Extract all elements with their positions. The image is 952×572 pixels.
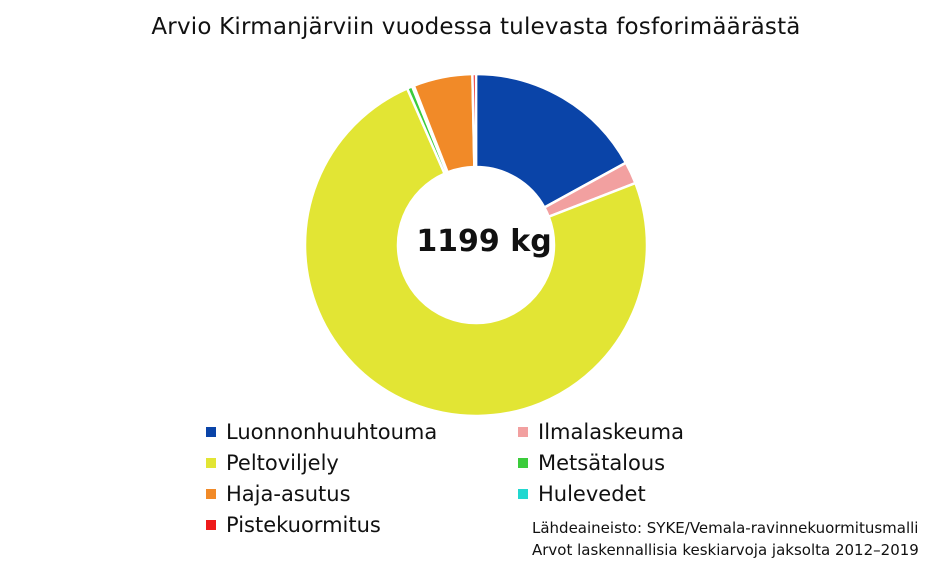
chart-title: Arvio Kirmanjärviin vuodessa tulevasta f… <box>151 14 801 40</box>
legend-swatch <box>206 427 216 437</box>
source-note: Lähdeaineisto: SYKE/Vemala-ravinnekuormi… <box>532 519 919 537</box>
legend-label: Metsätalous <box>538 451 666 475</box>
legend-item-luonnonhuuhtouma: Luonnonhuuhtouma <box>206 420 437 444</box>
legend-label: Luonnonhuuhtouma <box>226 420 438 444</box>
donut-slices <box>303 72 649 418</box>
legend-item-metsätalous: Metsätalous <box>518 451 665 475</box>
legend-swatch <box>206 458 216 468</box>
slice-pistekuormitus <box>471 72 478 169</box>
slice-peltoviljely <box>303 86 649 418</box>
legend-swatch <box>206 489 216 499</box>
legend-label: Pistekuormitus <box>226 513 381 537</box>
legend-item-pistekuormitus: Pistekuormitus <box>206 513 381 537</box>
legend-swatch <box>206 520 216 530</box>
legend-item-hulevedet: Hulevedet <box>518 482 646 506</box>
legend-swatch <box>518 489 528 499</box>
legend-label: Peltoviljely <box>226 451 339 475</box>
legend-swatch <box>518 427 528 437</box>
period-note: Arvot laskennallisia keskiarvoja jaksolt… <box>532 541 919 559</box>
legend-label: Ilmalaskeuma <box>538 420 684 444</box>
legend-item-ilmalaskeuma: Ilmalaskeuma <box>518 420 684 444</box>
slice-luonnonhuuhtouma <box>474 72 628 210</box>
legend-swatch <box>518 458 528 468</box>
legend-label: Hulevedet <box>538 482 646 506</box>
legend-item-peltoviljely: Peltoviljely <box>206 451 339 475</box>
center-total-label: 1199 kg <box>416 224 552 259</box>
legend-item-haja-asutus: Haja-asutus <box>206 482 351 506</box>
legend-label: Haja-asutus <box>226 482 351 506</box>
